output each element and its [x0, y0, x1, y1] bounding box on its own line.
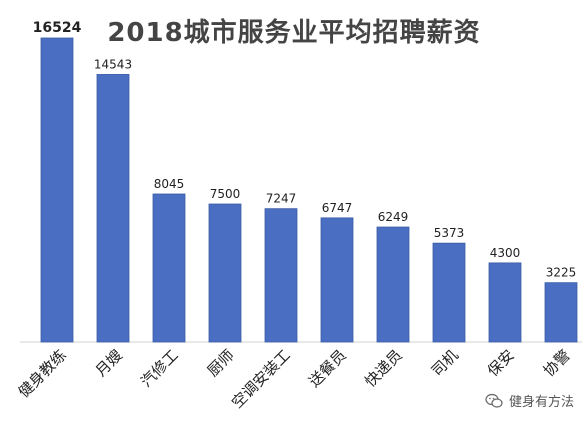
- data-label-6: 6249: [378, 210, 409, 224]
- category-label-9: 协警: [540, 346, 574, 380]
- data-label-1: 14543: [94, 57, 132, 71]
- data-label-0: 16524: [33, 20, 82, 36]
- bar-2: [152, 193, 186, 343]
- bar-5: [320, 217, 354, 343]
- category-label-0: 健身教练: [15, 346, 70, 401]
- bar-9: [544, 282, 578, 343]
- category-label-8: 保安: [484, 346, 518, 380]
- category-label-2: 汽修工: [137, 346, 182, 391]
- data-label-3: 7500: [210, 187, 241, 201]
- bar-4: [264, 208, 298, 343]
- bar-6: [376, 226, 410, 343]
- category-label-4: 空调安装工: [228, 346, 294, 412]
- data-label-8: 4300: [490, 246, 521, 260]
- watermark-text: 健身有方法: [508, 395, 574, 410]
- bar-1: [96, 74, 130, 343]
- bar-7: [432, 242, 466, 343]
- chart-title: 2018城市服务业平均招聘薪资: [107, 18, 481, 48]
- bar-0: [40, 37, 74, 343]
- data-label-5: 6747: [322, 201, 353, 215]
- watermark: 健身有方法: [485, 391, 574, 410]
- category-label-1: 月嫂: [92, 346, 126, 380]
- category-label-7: 司机: [428, 346, 462, 380]
- data-label-7: 5373: [434, 226, 465, 240]
- data-label-9: 3225: [546, 266, 577, 280]
- bar-3: [208, 203, 242, 343]
- category-label-3: 厨师: [204, 346, 238, 380]
- category-label-6: 快递员: [361, 346, 406, 391]
- category-label-5: 送餐员: [305, 346, 350, 391]
- bar-8: [488, 262, 522, 343]
- data-label-4: 7247: [266, 192, 297, 206]
- wechat-icon: [485, 393, 503, 408]
- data-label-2: 8045: [154, 177, 185, 191]
